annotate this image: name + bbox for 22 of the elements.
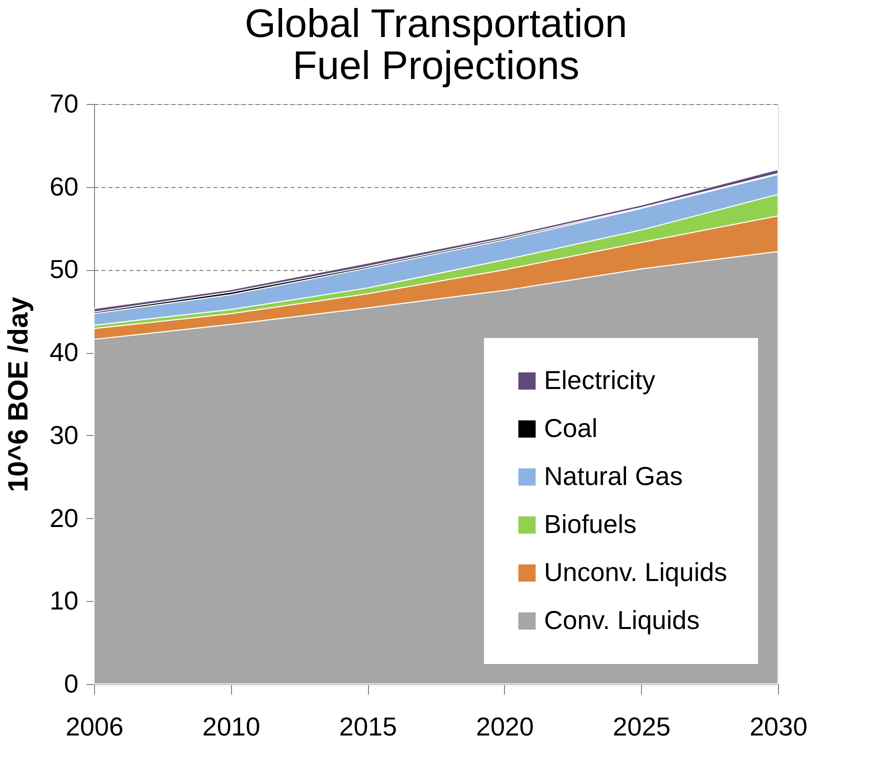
legend-label: Electricity — [544, 365, 656, 395]
x-tick-label: 2030 — [750, 712, 808, 742]
legend-label: Biofuels — [544, 509, 636, 539]
x-tick-label: 2025 — [612, 712, 671, 742]
y-axis-title: 10^6 BOE /day — [2, 296, 34, 492]
legend-label: Unconv. Liquids — [544, 557, 728, 587]
y-tick-label: 70 — [50, 88, 78, 118]
y-tick-label: 60 — [50, 171, 78, 202]
legend-label: Conv. Liquids — [544, 605, 700, 635]
y-tick-label: 30 — [50, 420, 78, 450]
y-tick-label: 50 — [50, 254, 78, 284]
legend-label: Coal — [544, 413, 598, 443]
legend-label: Natural Gas — [544, 461, 683, 491]
x-tick-label: 2010 — [202, 712, 260, 742]
y-tick-label: 10 — [50, 586, 78, 616]
y-tick-label: 40 — [50, 337, 78, 368]
x-tick-label: 2020 — [476, 712, 534, 742]
y-tick-label: 20 — [50, 502, 78, 533]
chart-title: Global Transportation Fuel Projections — [244, 2, 628, 88]
x-tick-label: 2006 — [66, 712, 124, 742]
x-tick-label: 2015 — [339, 712, 398, 742]
y-tick-label: 0 — [64, 668, 78, 698]
